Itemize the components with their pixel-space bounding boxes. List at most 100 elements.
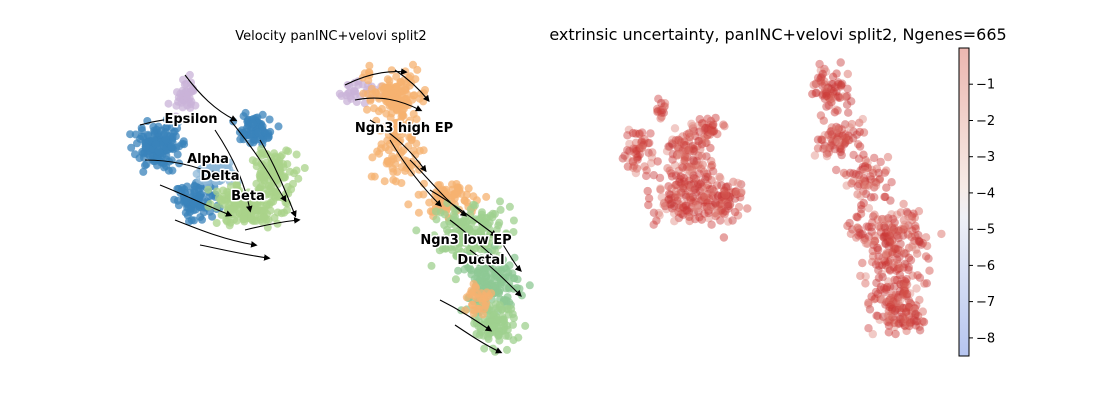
cell-point <box>878 312 888 321</box>
cell-point <box>902 280 912 289</box>
cell-point <box>633 155 642 164</box>
cell-point <box>858 162 867 172</box>
cell-point <box>684 207 693 216</box>
cell-point <box>670 217 679 226</box>
cell-point <box>844 131 853 140</box>
cell-point <box>725 192 735 202</box>
cell-point <box>820 77 829 86</box>
cell-point <box>401 121 409 130</box>
cell-point <box>701 133 710 143</box>
cell-point <box>133 139 141 148</box>
cell-point <box>817 72 826 82</box>
cell-point <box>912 284 921 293</box>
cell-point <box>680 156 689 165</box>
cell-point <box>904 320 913 329</box>
cell-point <box>861 181 870 190</box>
cell-point <box>259 185 268 194</box>
cell-point <box>915 237 924 247</box>
cell-point <box>870 295 879 304</box>
cell-point <box>688 141 697 151</box>
cell-point <box>911 224 920 233</box>
cell-point <box>847 179 856 188</box>
cell-point <box>810 151 820 160</box>
cell-point <box>170 195 179 204</box>
cell-point <box>858 165 867 174</box>
cell-point <box>728 187 737 197</box>
cell-point <box>683 172 692 181</box>
cell-point <box>697 152 707 161</box>
cell-point <box>488 256 497 265</box>
cell-point <box>694 207 703 216</box>
cell-point <box>273 219 282 228</box>
cell-point <box>258 148 267 157</box>
cell-point <box>668 150 677 159</box>
cell-point <box>872 178 881 187</box>
cell-point <box>466 210 475 219</box>
cell-point <box>646 129 655 138</box>
velocity-points <box>126 60 534 356</box>
cell-point <box>882 283 892 292</box>
cell-point <box>367 172 376 181</box>
streamline <box>229 119 287 203</box>
cell-point <box>838 79 847 88</box>
cell-point <box>178 183 187 192</box>
cell-point <box>679 182 688 191</box>
cell-point <box>494 221 503 230</box>
velocity-title: Velocity panINC+velovi split2 <box>235 29 426 44</box>
cell-point <box>862 222 871 231</box>
cell-point <box>871 294 880 303</box>
cell-point <box>895 287 905 296</box>
cell-point <box>664 182 673 191</box>
cell-point <box>669 202 679 211</box>
cell-point <box>908 242 917 252</box>
cell-point <box>884 214 893 223</box>
cell-point <box>629 161 639 171</box>
cell-point <box>899 303 908 313</box>
cell-point <box>868 257 877 267</box>
cell-point <box>173 88 181 97</box>
colorbar-tick-label: −1 <box>976 78 995 93</box>
cell-point <box>842 133 851 143</box>
cell-point <box>853 223 862 232</box>
cell-point <box>736 193 745 202</box>
cell-point <box>694 136 703 146</box>
cell-point <box>884 328 893 337</box>
cell-point <box>260 207 269 215</box>
cell-point <box>694 151 703 160</box>
cell-point <box>911 245 921 254</box>
cell-point <box>717 205 727 215</box>
cell-point <box>860 234 870 243</box>
cell-point <box>645 138 654 148</box>
cell-point <box>705 130 715 139</box>
cell-point <box>904 296 913 305</box>
cell-point <box>680 206 690 215</box>
cell-point <box>707 162 716 171</box>
cell-point <box>816 135 826 144</box>
cell-point <box>643 186 652 196</box>
cell-point <box>514 333 523 342</box>
cell-point <box>141 142 150 151</box>
cell-point <box>282 146 291 155</box>
cell-point <box>886 282 895 291</box>
cell-point <box>893 264 902 274</box>
cell-point <box>702 183 712 193</box>
cell-point <box>743 204 752 213</box>
cell-point <box>664 142 673 151</box>
cell-point <box>885 265 894 274</box>
cell-point <box>142 160 151 169</box>
cell-point <box>874 222 884 231</box>
cell-point <box>695 187 705 196</box>
cell-point <box>828 80 837 89</box>
cell-point <box>860 162 870 171</box>
cell-point <box>634 144 644 153</box>
cell-point <box>906 299 915 308</box>
cell-point <box>881 228 891 237</box>
cell-point <box>517 291 526 300</box>
cell-point <box>904 221 913 230</box>
cell-point <box>707 220 716 229</box>
cell-point <box>896 239 905 249</box>
cell-point <box>701 198 710 207</box>
cell-point <box>915 322 924 331</box>
cell-point <box>177 98 186 107</box>
cell-point <box>689 173 699 183</box>
